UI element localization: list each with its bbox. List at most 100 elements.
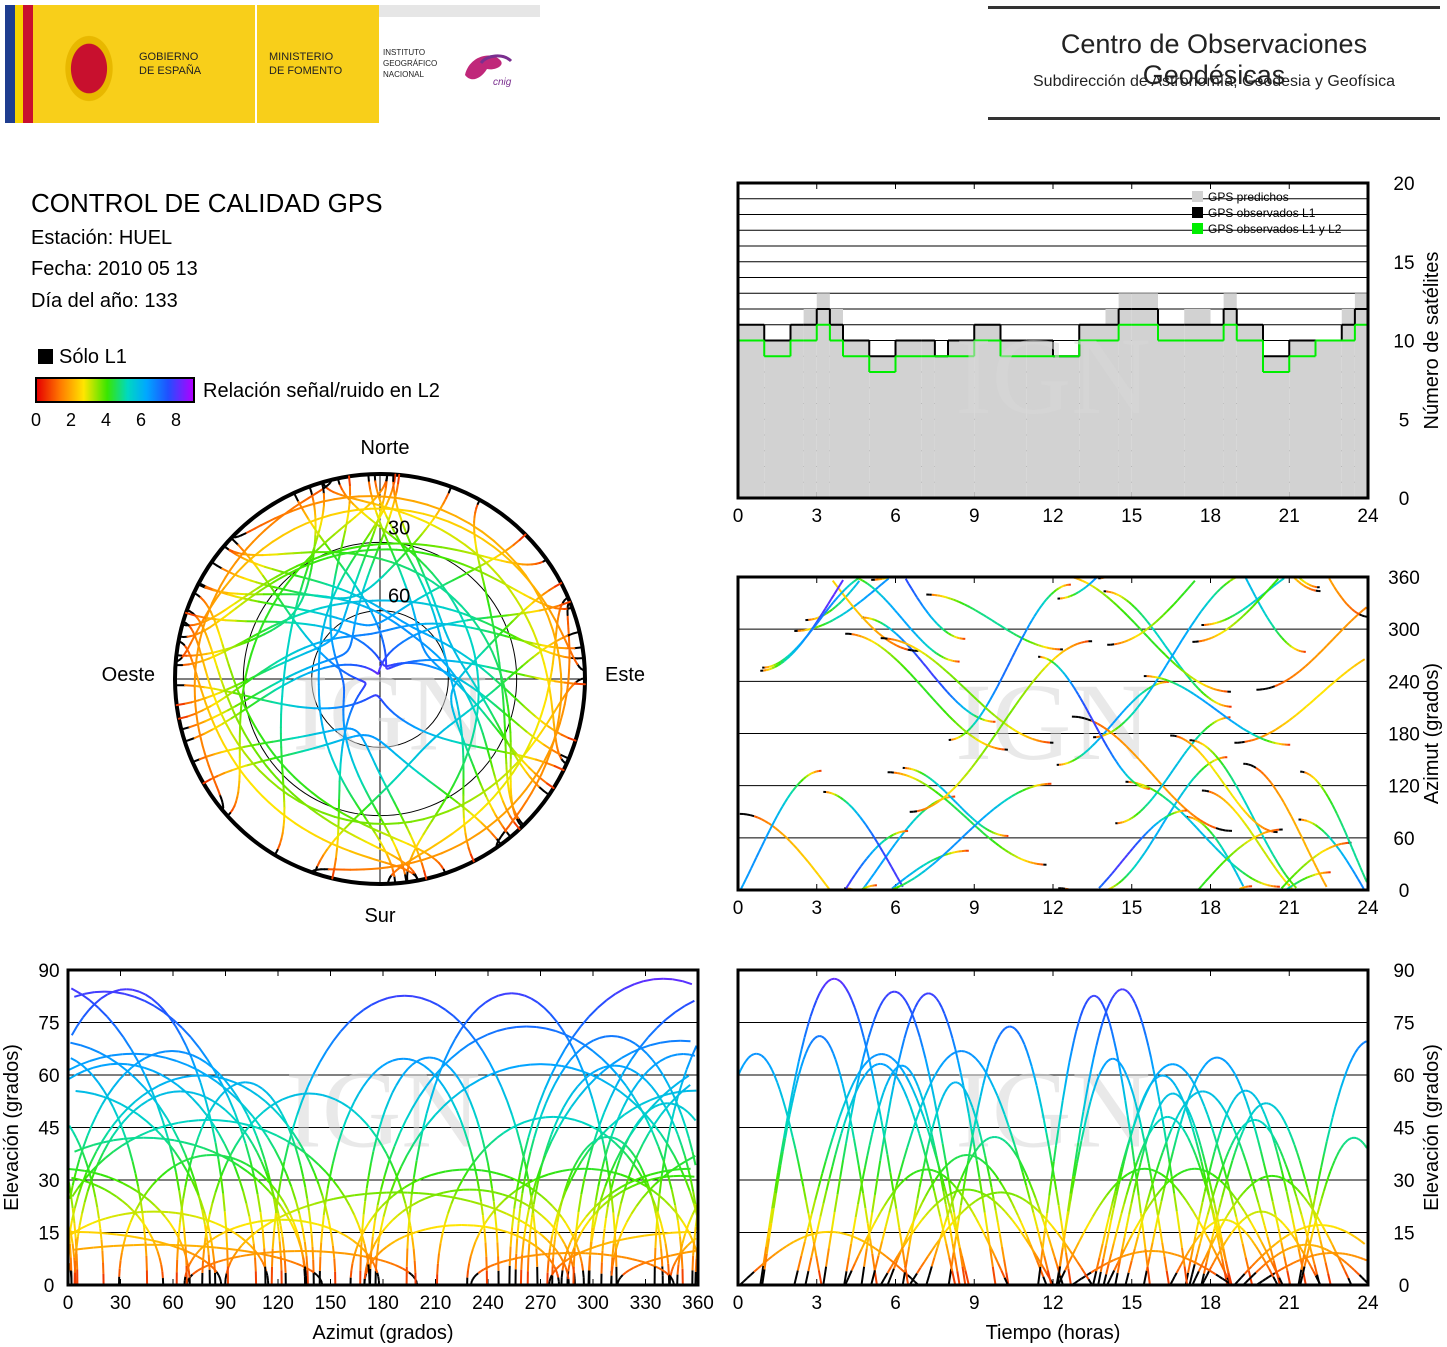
- azimuth-track-segment: [1240, 795, 1246, 801]
- azimuth-track-segment: [1197, 687, 1202, 692]
- azimuth-track-segment: [1036, 783, 1041, 787]
- sky-track-segment: [498, 771, 509, 782]
- azimuth-track-segment: [831, 792, 835, 796]
- azimuth-track-segment: [1110, 591, 1115, 595]
- azimuth-track-segment: [1103, 878, 1108, 884]
- azimuth-track-segment: [1070, 683, 1075, 688]
- sky-track-segment: [494, 813, 500, 822]
- azimuth-track-segment: [1033, 862, 1038, 865]
- sky-track-segment: [218, 632, 222, 641]
- elev-az-track-segment: [550, 1128, 559, 1142]
- sky-track-segment: [201, 744, 206, 754]
- azimuth-track-segment: [1189, 679, 1194, 684]
- azimuth-track-segment: [1131, 752, 1137, 757]
- y-tick-label: 300: [1388, 620, 1420, 641]
- sky-track-segment: [482, 712, 490, 720]
- sky-track-segment: [207, 708, 212, 718]
- sky-track-segment: [321, 838, 331, 844]
- azimuth-track-segment: [1076, 756, 1080, 760]
- sky-track-segment: [374, 480, 378, 490]
- sky-track-segment: [232, 691, 245, 697]
- azimuth-track-segment: [746, 813, 751, 817]
- sky-track-segment: [258, 670, 267, 676]
- sky-track-segment: [445, 491, 450, 500]
- sky-track-segment: [494, 633, 501, 640]
- azimuth-track-segment: [933, 857, 938, 861]
- azimuth-track-segment: [1302, 770, 1305, 774]
- sky-track-segment: [466, 629, 472, 640]
- sky-track-segment: [338, 575, 344, 586]
- elev-az-track-segment: [79, 1044, 91, 1050]
- azimuth-track-segment: [821, 613, 825, 618]
- azimuth-track-segment: [1286, 882, 1291, 887]
- sky-track-segment: [401, 719, 410, 725]
- azimuth-track-segment: [882, 851, 887, 858]
- elev-az-track-segment: [189, 1214, 197, 1218]
- azimuth-track-segment: [1314, 778, 1319, 783]
- sky-track-segment: [363, 554, 375, 559]
- sky-track-segment: [567, 606, 574, 610]
- elev-az-track-segment: [89, 1047, 101, 1054]
- sky-track-segment: [473, 653, 478, 664]
- sky-track-segment: [555, 644, 561, 661]
- azimuth-track-segment: [1251, 733, 1256, 737]
- azimuth-track-segment: [1199, 730, 1204, 735]
- sky-track-segment: [372, 556, 384, 561]
- azimuth-track-segment: [1192, 682, 1197, 687]
- azimuth-track-segment: [1328, 845, 1333, 850]
- azimuth-track-segment: [1213, 687, 1218, 691]
- sky-track-segment: [249, 579, 258, 584]
- azimuth-track-segment: [792, 786, 797, 792]
- azimuth-track-segment: [1084, 717, 1089, 721]
- sky-track-segment: [271, 568, 282, 573]
- azimuth-track-segment: [1195, 747, 1199, 752]
- azimuth-track-segment: [903, 647, 908, 651]
- sky-track-segment: [307, 747, 316, 751]
- azimuth-track-segment: [910, 587, 916, 594]
- sky-track-segment: [328, 706, 337, 710]
- predicted-bar: [1026, 340, 1053, 498]
- sky-track-segment: [545, 670, 549, 681]
- sky-track-segment: [201, 705, 212, 712]
- sky-track-segment: [281, 766, 284, 776]
- azimuth-track-segment: [1120, 767, 1124, 772]
- azimuth-track-segment: [1124, 717, 1129, 723]
- azimuth-track-segment: [916, 680, 921, 686]
- azimuth-track-segment: [1184, 739, 1188, 743]
- sky-track-segment: [489, 609, 493, 618]
- azimuth-track-segment: [887, 626, 892, 631]
- sky-track-segment: [542, 790, 551, 796]
- azimuth-track-segment: [1278, 742, 1282, 746]
- azimuth-track-segment: [890, 653, 895, 659]
- sky-track-segment: [243, 744, 253, 748]
- sky-track-segment: [402, 600, 411, 603]
- azimuth-track-segment: [1194, 739, 1198, 743]
- legend-only-l1: Sólo L1: [38, 346, 127, 369]
- azimuth-track-segment: [967, 767, 973, 773]
- azimuth-track-segment: [1048, 593, 1053, 598]
- azimuth-track-segment: [909, 673, 915, 678]
- azimuth-track-segment: [1309, 821, 1314, 825]
- elev-az-track-segment: [618, 1106, 625, 1118]
- sky-track-segment: [255, 630, 261, 640]
- azimuth-track-segment: [981, 718, 986, 722]
- sky-track-segment: [558, 753, 570, 760]
- sky-track-segment: [567, 737, 577, 742]
- azimuth-track-segment: [1342, 826, 1347, 833]
- sky-track-segment: [352, 593, 361, 599]
- azimuth-track-segment: [865, 824, 870, 830]
- sky-track-segment: [374, 521, 383, 529]
- azimuth-track-segment: [1040, 645, 1044, 648]
- sky-track-segment: [325, 583, 335, 588]
- sky-track-segment: [298, 800, 312, 809]
- sky-track-segment: [457, 680, 464, 689]
- azimuth-track-segment: [1357, 660, 1362, 665]
- azimuth-track-segment: [1271, 685, 1276, 689]
- azimuth-track-segment: [867, 638, 872, 642]
- sky-track-segment: [347, 546, 358, 550]
- sky-track-segment: [361, 854, 370, 859]
- sky-track-segment: [448, 673, 459, 679]
- sky-track-segment: [316, 543, 325, 551]
- x-tick-label: 60: [162, 1293, 183, 1314]
- sky-track-segment: [381, 778, 387, 786]
